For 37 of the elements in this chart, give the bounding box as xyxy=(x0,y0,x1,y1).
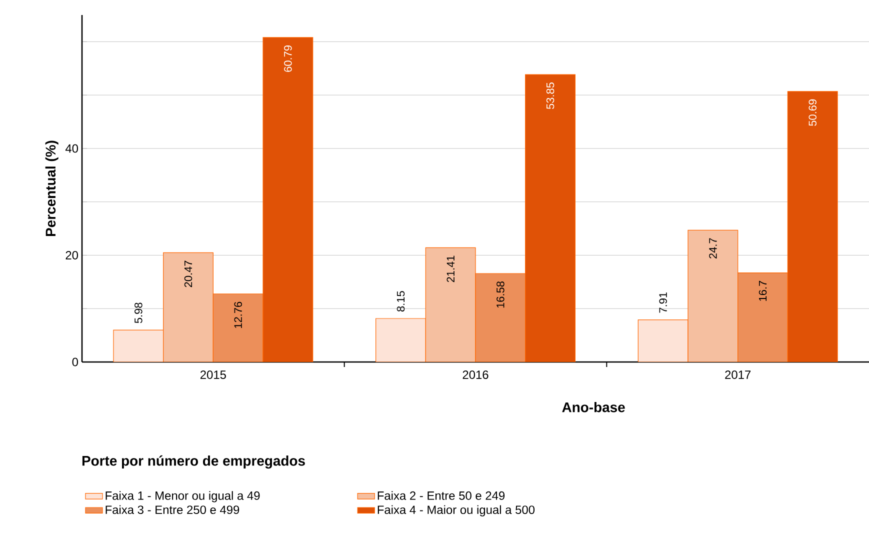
bar xyxy=(688,230,738,362)
data-label: 12.76 xyxy=(234,302,242,328)
data-label: 8.15 xyxy=(396,291,405,312)
bar xyxy=(475,273,526,362)
legend-label: Faixa 1 - Menor ou igual a 49 xyxy=(106,491,260,502)
bar xyxy=(638,319,688,362)
bar xyxy=(163,252,214,362)
data-label: 24.7 xyxy=(709,238,717,258)
data-label: 16.7 xyxy=(758,280,767,301)
bar xyxy=(738,272,788,362)
y-tick-label: 0 xyxy=(72,358,78,366)
bar xyxy=(787,91,838,362)
x-axis-title: Ano-base xyxy=(562,402,625,412)
data-label: 5.98 xyxy=(134,302,142,324)
data-label: 60.79 xyxy=(284,46,292,72)
bar xyxy=(376,318,426,362)
bar xyxy=(425,247,476,362)
data-label: 53.85 xyxy=(546,82,554,110)
legend-label: Faixa 3 - Entre 250 e 499 xyxy=(106,505,240,514)
y-tick-label: 40 xyxy=(65,144,78,153)
data-label: 7.91 xyxy=(659,292,667,313)
y-axis-title: Percentual (%) xyxy=(45,140,58,236)
legend-title: Porte por número de empregados xyxy=(82,455,305,469)
bar xyxy=(262,37,314,362)
bar xyxy=(212,294,264,362)
bar xyxy=(525,74,576,362)
data-label: 50.69 xyxy=(808,99,816,126)
x-tick-label: 2016 xyxy=(462,370,488,379)
data-label: 21.41 xyxy=(446,256,454,282)
data-label: 20.47 xyxy=(184,260,192,288)
legend-label: Faixa 4 - Maior ou igual a 500 xyxy=(378,505,535,516)
data-label: 16.58 xyxy=(496,282,504,308)
legend-label: Faixa 2 - Entre 50 e 249 xyxy=(378,491,505,500)
y-tick-label: 20 xyxy=(66,251,78,260)
x-tick-label: 2017 xyxy=(725,370,751,379)
bar xyxy=(113,330,164,362)
x-tick-label: 2015 xyxy=(200,370,226,379)
